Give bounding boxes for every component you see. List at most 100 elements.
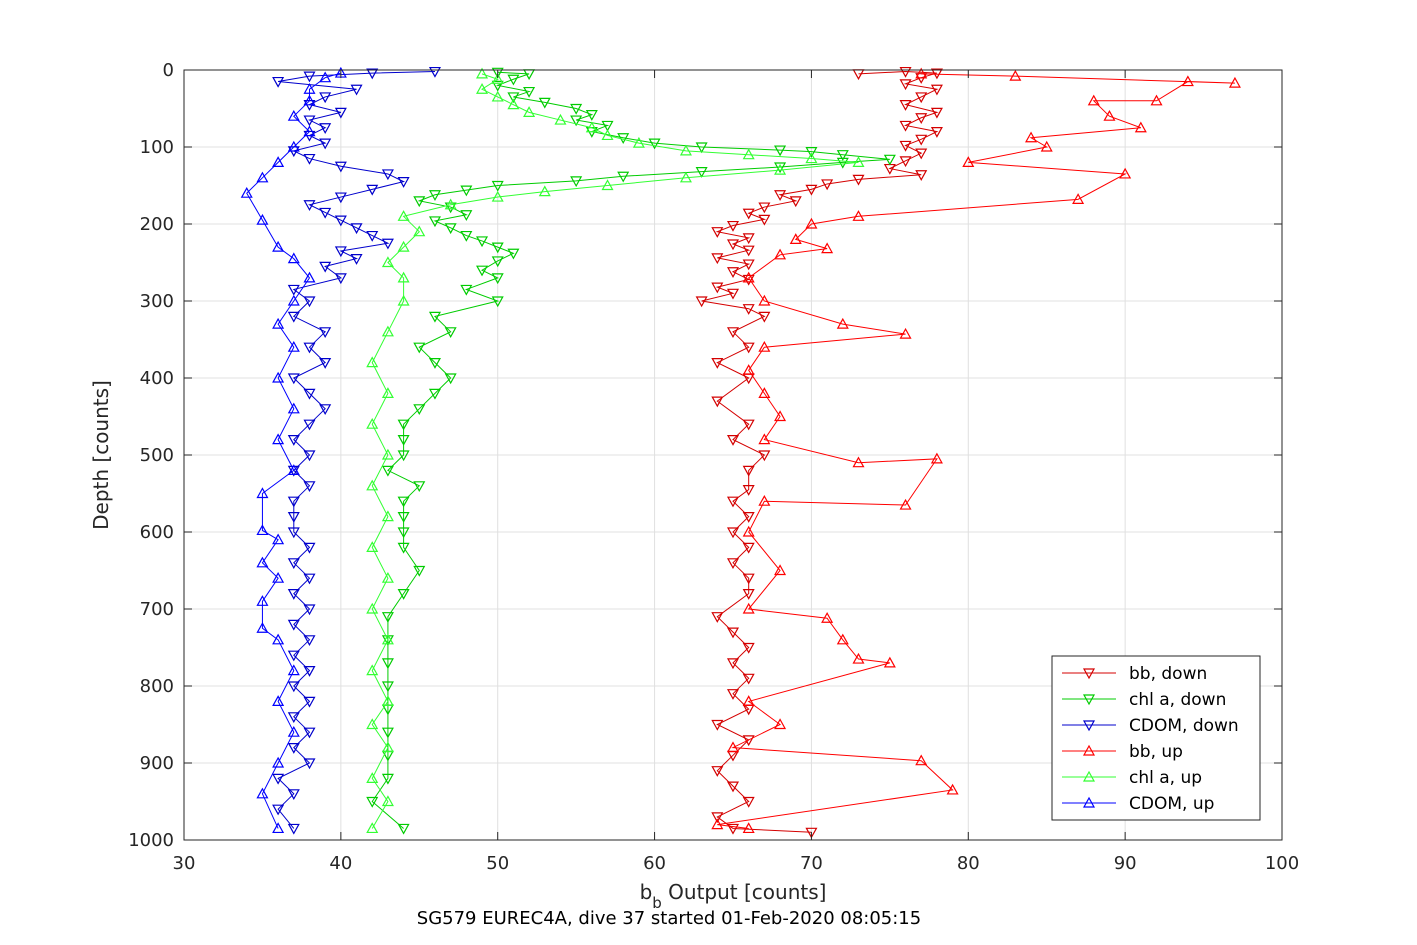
- data-point: [366, 822, 379, 834]
- data-point: [742, 602, 755, 614]
- data-point: [287, 340, 300, 352]
- data-point: [397, 177, 410, 188]
- data-point: [303, 419, 316, 431]
- data-point: [287, 464, 300, 475]
- y-tick-label: 300: [140, 291, 174, 312]
- data-point: [711, 396, 724, 408]
- data-point: [287, 681, 300, 693]
- data-point: [272, 633, 285, 645]
- data-point: [726, 327, 740, 339]
- data-point: [428, 190, 441, 201]
- data-point: [507, 92, 520, 104]
- data-point: [523, 106, 536, 117]
- data-point: [476, 236, 489, 248]
- data-point: [899, 140, 912, 152]
- data-point: [711, 612, 724, 623]
- legend-entry: bb, up: [1062, 742, 1183, 762]
- series-1: [366, 67, 896, 835]
- legend-entry: chl a, up: [1062, 768, 1202, 788]
- data-point: [852, 652, 865, 664]
- data-point: [256, 595, 269, 606]
- data-point: [381, 612, 394, 623]
- data-point: [1181, 75, 1194, 87]
- data-point: [742, 822, 755, 834]
- data-point: [711, 719, 724, 731]
- data-point: [319, 261, 332, 273]
- data-point: [774, 718, 787, 730]
- data-point: [915, 134, 928, 146]
- data-point: [428, 388, 441, 400]
- legend-entry: bb, down: [1062, 664, 1207, 684]
- data-point: [350, 223, 363, 235]
- legend-marker: [1082, 770, 1096, 782]
- data-point: [397, 271, 410, 283]
- data-point: [742, 525, 755, 537]
- data-point: [287, 311, 300, 323]
- y-tick-label: 1000: [128, 830, 174, 851]
- data-point: [930, 68, 943, 80]
- data-point: [726, 496, 740, 508]
- data-point: [287, 511, 300, 523]
- data-point: [287, 742, 300, 754]
- data-point: [381, 695, 394, 707]
- data-point: [319, 138, 332, 150]
- data-point: [805, 184, 818, 196]
- data-point: [821, 242, 834, 254]
- data-point: [836, 317, 849, 329]
- data-point: [287, 588, 300, 600]
- data-point: [726, 627, 740, 639]
- x-tick-label: 80: [957, 853, 980, 874]
- data-point: [366, 796, 379, 808]
- data-point: [726, 781, 740, 793]
- data-point: [303, 200, 316, 211]
- data-point: [303, 115, 316, 127]
- x-tick-label: 30: [173, 853, 196, 874]
- data-point: [350, 254, 363, 265]
- data-point: [930, 84, 943, 96]
- legend-marker: [1082, 668, 1096, 680]
- data-point: [915, 113, 928, 124]
- legend-entry: CDOM, down: [1062, 716, 1239, 736]
- data-point: [476, 83, 489, 94]
- data-point: [397, 450, 410, 462]
- x-axis-ticks: 30 40 50 60 70 80 90 100: [173, 70, 1299, 874]
- series-line: [246, 72, 341, 829]
- data-point: [303, 635, 316, 647]
- data-point: [303, 727, 316, 739]
- data-point: [570, 103, 583, 115]
- data-point: [789, 196, 802, 208]
- data-point: [256, 622, 269, 633]
- y-tick-label: 900: [140, 753, 174, 774]
- series-line: [701, 71, 939, 833]
- data-point: [397, 527, 410, 539]
- data-point: [695, 296, 708, 308]
- data-point: [899, 498, 912, 510]
- data-point: [883, 656, 896, 668]
- data-point: [272, 371, 285, 383]
- data-point: [303, 696, 316, 708]
- data-point: [742, 364, 755, 375]
- data-point: [1150, 94, 1163, 106]
- series-5: [240, 66, 347, 834]
- data-point: [381, 727, 394, 739]
- legend-entry: chl a, down: [1062, 690, 1226, 710]
- data-point: [491, 296, 504, 308]
- data-point: [1119, 167, 1132, 179]
- data-point: [366, 479, 379, 491]
- data-point: [272, 240, 285, 252]
- data-point: [319, 327, 332, 339]
- data-point: [381, 571, 394, 583]
- data-point: [695, 142, 708, 154]
- data-point: [287, 712, 300, 724]
- data-point: [444, 198, 457, 210]
- data-point: [319, 92, 332, 104]
- data-point: [381, 741, 394, 753]
- x-axis-label: bb Output [counts]: [640, 880, 827, 912]
- data-point: [758, 294, 771, 306]
- data-point: [774, 163, 787, 175]
- data-point: [742, 511, 755, 523]
- data-point: [303, 665, 316, 677]
- x-tick-label: 40: [329, 853, 352, 874]
- legend-entry: CDOM, up: [1062, 794, 1214, 814]
- data-point: [303, 94, 316, 106]
